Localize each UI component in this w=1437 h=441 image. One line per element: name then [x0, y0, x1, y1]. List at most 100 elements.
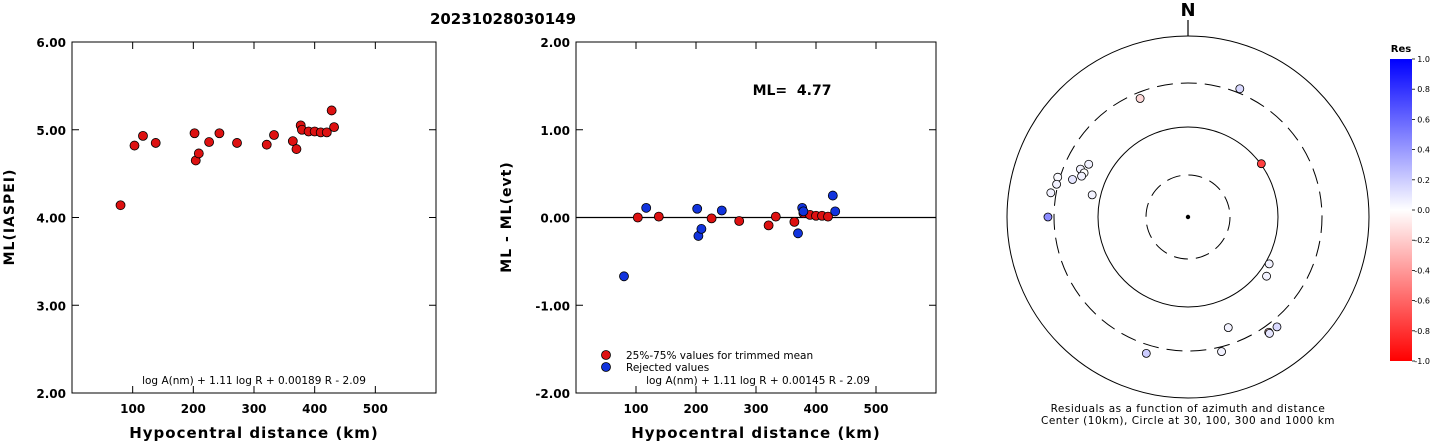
ml-y-tick-label: 5.00	[36, 124, 66, 138]
ml-x-tick-label: 300	[241, 402, 266, 416]
ml-y-tick-label: 6.00	[36, 36, 66, 50]
colorbar-tick-label: 0.6	[1417, 115, 1430, 124]
residual-x-tick-label: 100	[623, 402, 648, 416]
residual-x-tick-label: 400	[803, 402, 828, 416]
epicenter-marker	[1185, 214, 1191, 220]
colorbar-tick-label: -0.6	[1414, 297, 1430, 306]
residual-y-tick-label: -2.00	[535, 387, 570, 401]
station-marker	[1084, 159, 1094, 169]
ml-x-tick-label: 400	[302, 402, 327, 416]
residual-point-trimmed	[770, 211, 781, 222]
ring-100km	[1097, 126, 1279, 308]
ml-x-tick-label: 200	[181, 402, 206, 416]
residual-y-tick-label: 0.00	[540, 212, 570, 226]
colorbar-tick-label: 0.2	[1417, 176, 1430, 185]
ml-event-label: ML= 4.77	[753, 83, 832, 99]
residual-point-rejected	[696, 224, 707, 234]
azimuth-caption-line2: Center (10km), Circle at 30, 100, 300 an…	[1041, 415, 1335, 427]
colorbar-title: Res	[1391, 44, 1411, 55]
station-marker	[1141, 348, 1151, 358]
ml-y-tick-label: 2.00	[36, 387, 66, 401]
residual-point-trimmed	[763, 220, 774, 231]
residual-point-trimmed	[734, 216, 745, 226]
event-id-title: 20231028030149	[430, 10, 576, 28]
residual-point-rejected	[827, 190, 838, 201]
residual-point-trimmed	[653, 211, 664, 222]
ml-data-point	[115, 200, 126, 211]
ml-data-point	[329, 122, 339, 133]
station-marker	[1256, 159, 1266, 169]
station-marker	[1087, 190, 1097, 200]
residual-point-trimmed	[706, 213, 717, 224]
residual-point-trimmed	[632, 212, 643, 223]
colorbar-scale	[1390, 59, 1412, 361]
ml-data-point	[138, 130, 148, 141]
ml-y-tick-label: 3.00	[36, 299, 66, 313]
residual-point-rejected	[798, 206, 809, 217]
ml-data-point	[287, 136, 298, 147]
residual-x-axis-label: Hypocentral distance (km)	[631, 424, 881, 441]
ml-formula-annotation: log A(nm) + 1.11 log R + 0.00189 R - 2.0…	[142, 375, 366, 387]
residual-y-tick-label: 1.00	[540, 124, 570, 138]
ring-1000km	[1006, 35, 1370, 399]
ml-data-point	[232, 138, 242, 148]
station-marker	[1068, 175, 1077, 184]
residual-x-tick-label: 200	[683, 402, 708, 416]
ml-points	[115, 105, 339, 211]
ring-300km	[1053, 82, 1323, 352]
ml-data-point	[291, 144, 302, 154]
station-marker	[1223, 323, 1233, 333]
ml-data-point	[261, 139, 272, 150]
station-markers	[1043, 84, 1282, 358]
colorbar-tick-label: 1.0	[1417, 55, 1430, 64]
colorbar-tick-label: -0.2	[1414, 236, 1430, 245]
residual-vs-distance-panel: 100 200 300 400 500 -2.00 -1.00 0.00 1.00 2.00 ML…	[499, 36, 937, 441]
residual-point-rejected	[716, 205, 727, 216]
colorbar-tick-label: -1.0	[1414, 357, 1430, 366]
residual-point-rejected	[793, 228, 803, 239]
ml-data-point	[326, 105, 337, 116]
legend-marker-trimmed	[601, 350, 611, 360]
ml-x-tick-label: 500	[363, 402, 388, 416]
azimuth-caption-line1: Residuals as a function of azimuth and d…	[1051, 403, 1326, 415]
ring-30km	[1145, 174, 1231, 260]
colorbar-tick-label: 0.0	[1417, 206, 1430, 215]
station-marker	[1265, 328, 1274, 338]
station-marker	[1264, 259, 1274, 269]
residual-x-tick-label: 300	[743, 402, 768, 416]
station-marker	[1077, 171, 1086, 181]
residual-point-rejected	[830, 206, 841, 217]
residual-y-axis-label: ML - ML(evt)	[499, 161, 515, 272]
colorbar-tick-label: -0.8	[1414, 327, 1430, 336]
station-marker	[1052, 179, 1062, 189]
station-marker	[1235, 84, 1245, 94]
residual-point-rejected	[692, 203, 703, 214]
north-label: N	[1180, 0, 1195, 21]
residual-point-trimmed	[823, 211, 833, 222]
ml-data-point	[204, 137, 215, 147]
ml-tick-group: 100 200 300 400 500 2.00 3.00 4.00 5.00 6.00	[36, 36, 436, 416]
residual-y-tick-label: 2.00	[540, 36, 570, 50]
residual-point-rejected	[619, 271, 629, 282]
station-marker	[1053, 172, 1063, 182]
ml-data-point	[129, 140, 140, 151]
residual-formula-annotation: log A(nm) + 1.11 log R + 0.00145 R - 2.0…	[646, 375, 870, 387]
colorbar-tick-group: 1.0 0.8 0.6 0.4 0.2 0.0 -0.2 -0.4 -0.6 -0.8 -1.0	[1412, 55, 1430, 366]
legend-label-trimmed: 25%-75% values for trimmed mean	[626, 350, 813, 362]
residual-point-rejected	[641, 202, 652, 213]
colorbar-tick-label: 0.4	[1417, 146, 1430, 155]
station-marker	[1043, 212, 1053, 222]
station-marker	[1135, 94, 1145, 103]
azimuth-residual-panel: N Residuals as a function of azimuth and…	[1006, 0, 1430, 427]
legend-label-rejected: Rejected values	[626, 362, 709, 374]
station-marker	[1046, 188, 1056, 198]
legend-marker-rejected	[601, 362, 611, 372]
ml-vs-distance-panel: 100 200 300 400 500 2.00 3.00 4.00 5.00 6.00 log …	[2, 36, 437, 441]
ml-data-point	[150, 138, 161, 148]
ml-x-axis-label: Hypocentral distance (km)	[129, 424, 379, 441]
ml-x-tick-label: 100	[120, 402, 145, 416]
residual-y-tick-label: -1.00	[535, 299, 570, 313]
residual-points	[619, 190, 841, 282]
ml-data-point	[189, 128, 200, 139]
